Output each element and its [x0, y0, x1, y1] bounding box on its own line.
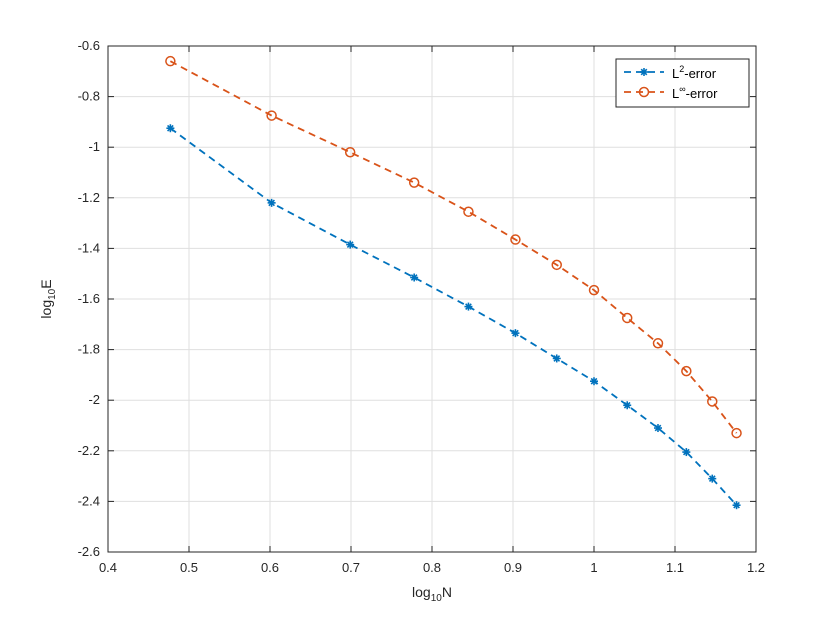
- data-point-linf: [707, 396, 718, 407]
- legend-label-linf: L∞-error: [672, 84, 718, 101]
- y-tick-label: -0.6: [78, 38, 100, 53]
- x-tick-label: 0.9: [504, 560, 522, 575]
- series-line-linf: [169, 60, 738, 434]
- x-tick-label: 1.1: [666, 560, 684, 575]
- x-tick-label: 0.5: [180, 560, 198, 575]
- data-point-l2: [590, 377, 598, 386]
- data-point-l2: [552, 354, 561, 363]
- y-tick-labels: -2.6 -2.4 -2.2 -2 -1.8 -1.6 -1.4 -1.2 -1 -0.8 -0.6: [78, 38, 100, 559]
- data-point-l2: [410, 273, 419, 282]
- data-point-l2: [623, 401, 632, 410]
- data-point-linf: [408, 177, 420, 188]
- x-tick-label: 1.2: [747, 560, 765, 575]
- data-point-l2: [708, 474, 717, 483]
- data-point-l2: [346, 240, 355, 249]
- data-point-linf: [165, 55, 176, 67]
- data-point-l2: [653, 424, 662, 433]
- y-tick-label: -1.8: [78, 342, 100, 357]
- legend-swatches: [624, 68, 664, 98]
- legend-marker-l2: [640, 68, 648, 76]
- data-point-linf: [551, 259, 562, 271]
- x-tick-labels: 0.4 0.5 0.6 0.7 0.8 0.9 1 1.1 1.2: [99, 560, 765, 575]
- x-tick-label: 0.8: [423, 560, 441, 575]
- y-tick-label: -1.4: [78, 240, 100, 255]
- y-tick-label: -2.6: [78, 544, 100, 559]
- y-tick-label: -1.6: [78, 291, 100, 306]
- y-axis-label: log10E: [38, 279, 58, 318]
- data-point-l2: [166, 124, 175, 133]
- data-point-l2: [682, 448, 691, 457]
- x-tick-label: 0.4: [99, 560, 117, 575]
- y-tick-label: -1: [88, 139, 100, 154]
- data-point-linf: [463, 206, 474, 217]
- data-point-linf: [652, 338, 664, 349]
- data-point-linf: [588, 284, 600, 296]
- axis-ticks: [107, 45, 757, 553]
- data-point-l2: [732, 501, 741, 510]
- legend-label-l2: L2-error: [672, 64, 717, 81]
- data-point-linf: [510, 234, 521, 245]
- x-axis-label: log10N: [412, 584, 452, 604]
- y-tick-label: -1.2: [78, 190, 100, 205]
- legend-box: [615, 58, 750, 108]
- x-tick-label: 1: [590, 560, 597, 575]
- data-point-linf: [344, 147, 356, 158]
- legend-marker-linf: [638, 86, 650, 98]
- y-tick-label: -0.8: [78, 89, 100, 104]
- data-point-l2: [267, 198, 276, 207]
- y-tick-label: -2: [88, 392, 100, 407]
- y-tick-label: -2.4: [78, 493, 100, 508]
- series-layer: [165, 55, 742, 510]
- data-point-linf: [681, 365, 692, 377]
- data-point-l2: [511, 329, 520, 338]
- y-tick-label: -2.2: [78, 443, 100, 458]
- legend: L2-error L∞-error: [615, 58, 750, 108]
- x-tick-label: 0.6: [261, 560, 279, 575]
- data-point-l2: [464, 302, 473, 311]
- x-tick-label: 0.7: [342, 560, 360, 575]
- data-point-linf: [731, 427, 742, 439]
- data-point-linf: [266, 110, 277, 121]
- data-point-linf: [621, 312, 633, 324]
